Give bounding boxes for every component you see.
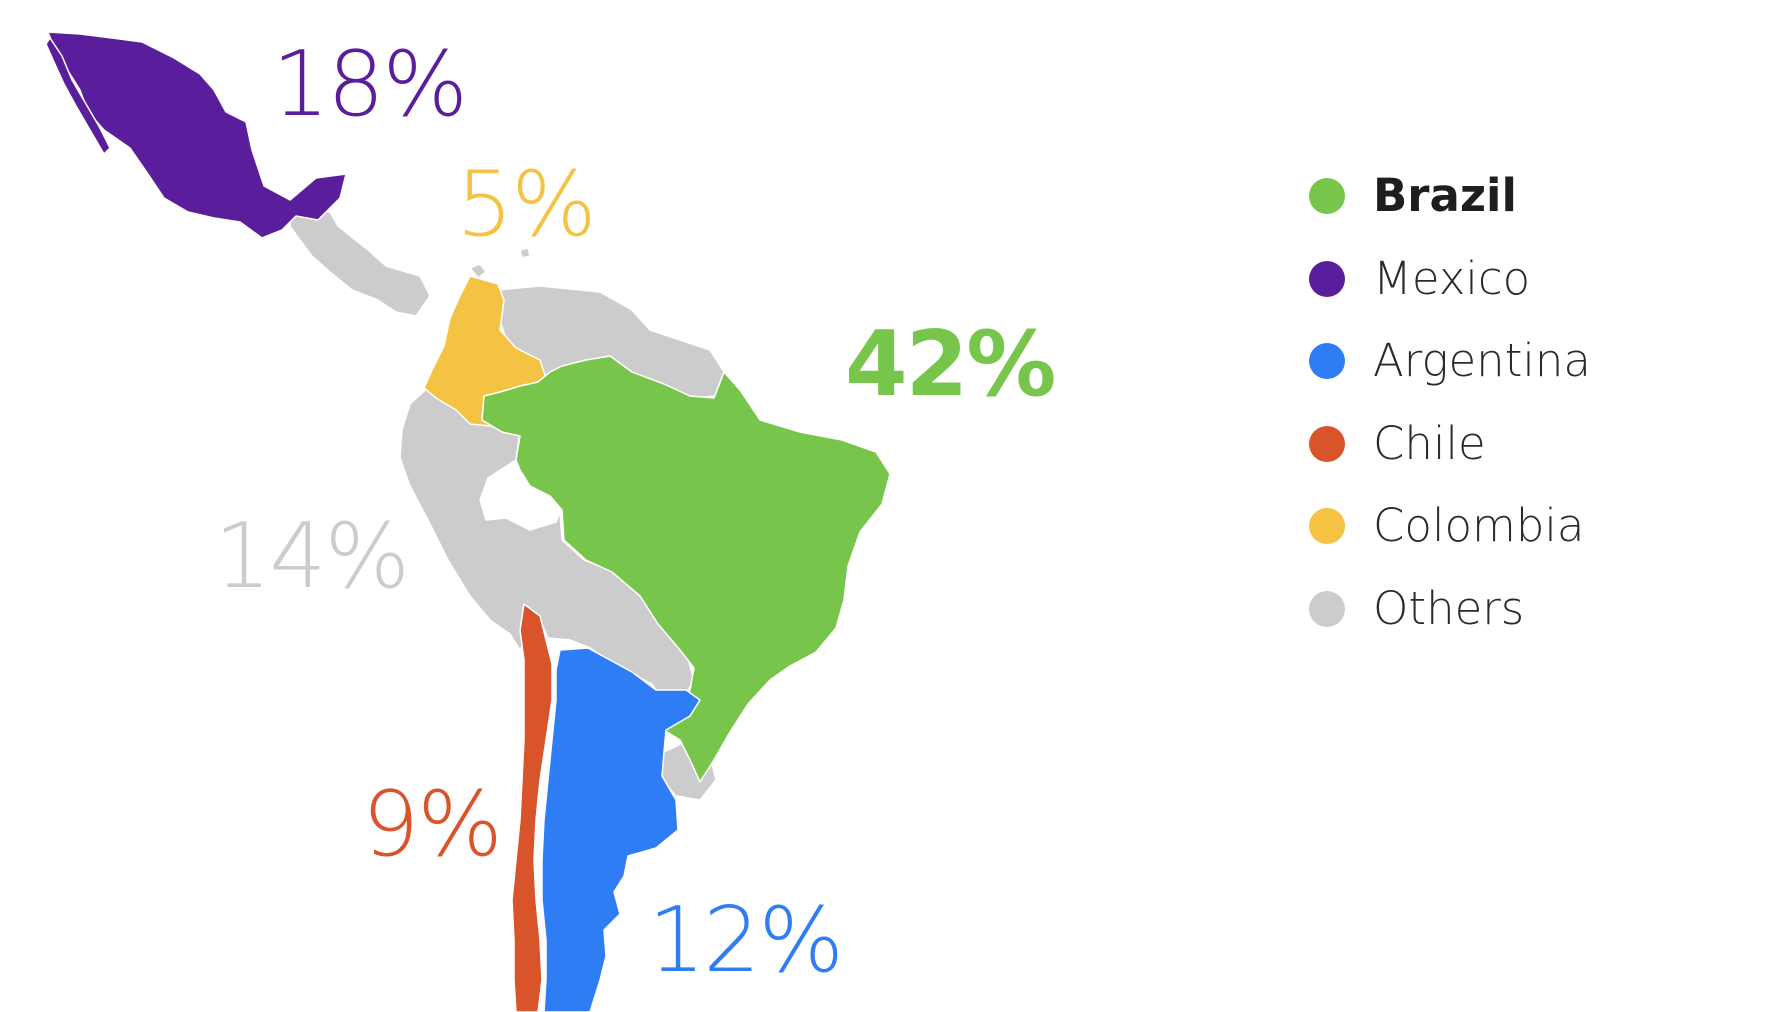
chile-share-label: 9% — [362, 772, 503, 877]
region-chile — [511, 603, 553, 1012]
region-brazil — [481, 355, 891, 783]
region-others-central-america — [289, 207, 431, 317]
legend-label-chile: Chile — [1373, 416, 1486, 470]
brazil-share-label: 42% — [845, 312, 1056, 417]
legend-item-colombia: Colombia — [1309, 495, 1769, 578]
legend-item-brazil: Brazil — [1309, 165, 1769, 248]
region-others-caribbean — [469, 247, 531, 279]
legend-dot-mexico — [1309, 260, 1345, 297]
argentina-share-label: 12% — [648, 888, 844, 993]
legend-label-colombia: Colombia — [1373, 499, 1585, 552]
legend-label-mexico: Mexico — [1373, 251, 1531, 305]
legend-dot-brazil — [1309, 178, 1345, 214]
legend: Brazil Mexico Argentina Chile Colombia Others — [1309, 165, 1769, 660]
legend-item-others: Others — [1309, 578, 1769, 661]
legend-label-argentina: Argentina — [1373, 334, 1591, 387]
legend-label-brazil: Brazil — [1373, 169, 1517, 222]
colombia-share-label: 5% — [456, 152, 597, 257]
legend-item-argentina: Argentina — [1309, 330, 1769, 413]
legend-dot-argentina — [1309, 343, 1345, 379]
legend-item-chile: Chile — [1309, 413, 1769, 496]
legend-dot-chile — [1309, 425, 1345, 462]
legend-item-mexico: Mexico — [1309, 248, 1769, 331]
mexico-share-label: 18% — [272, 32, 468, 137]
others-share-label: 14% — [214, 504, 410, 609]
legend-label-others: Others — [1373, 581, 1525, 635]
legend-dot-others — [1309, 590, 1345, 627]
region-argentina — [541, 647, 701, 1012]
legend-dot-colombia — [1309, 508, 1345, 544]
region-mexico — [47, 31, 347, 239]
region-mexico-baja — [45, 37, 111, 155]
